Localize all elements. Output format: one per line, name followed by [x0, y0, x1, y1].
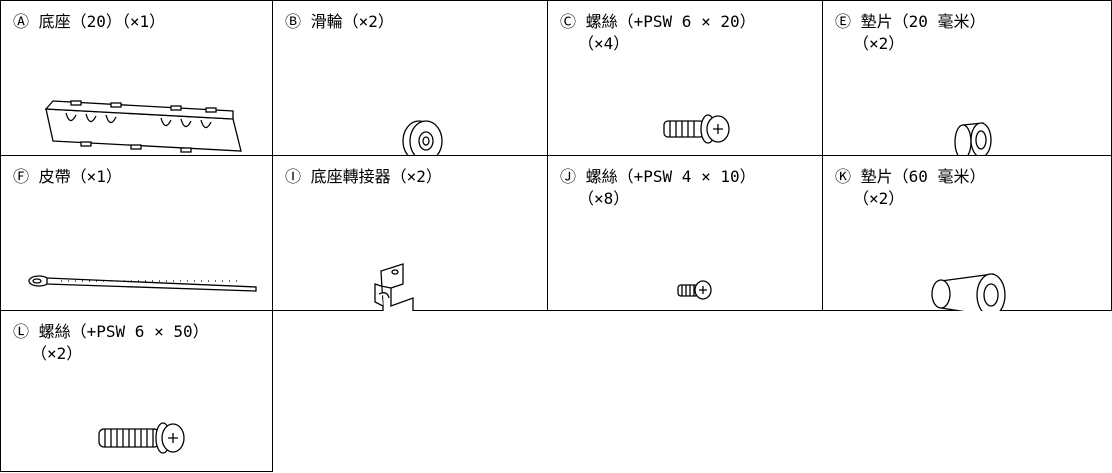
label-line: Ⓛ 螺絲（+PSW 6 × 50） — [13, 322, 209, 341]
part-icon — [28, 275, 257, 292]
part-label: Ⓒ 螺絲（+PSW 6 × 20） （×4） — [560, 11, 756, 55]
label-line: Ⓕ 皮帶（×1） — [13, 167, 122, 186]
label-line: （×2） — [31, 344, 83, 363]
part-cell: Ⓐ 底座（20）（×1） — [0, 0, 273, 156]
part-icon — [954, 122, 992, 156]
part-cell: Ⓛ 螺絲（+PSW 6 × 50） （×2） — [0, 310, 273, 472]
part-icon — [677, 280, 712, 300]
label-line: Ⓐ 底座（20）（×1） — [13, 12, 166, 31]
part-label: Ⓕ 皮帶（×1） — [13, 166, 122, 188]
part-cell: Ⓚ 墊片（60 毫米） （×2） — [822, 155, 1112, 311]
part-label: Ⓛ 螺絲（+PSW 6 × 50） （×2） — [13, 321, 209, 365]
part-icon — [44, 100, 242, 153]
part-icon — [663, 114, 730, 144]
part-icon — [98, 422, 185, 454]
label-line: Ⓚ 墊片（60 毫米） — [835, 167, 986, 186]
part-label: Ⓚ 墊片（60 毫米） （×2） — [835, 166, 986, 210]
label-line: Ⓔ 墊片（20 毫米） — [835, 12, 986, 31]
label-line: Ⓒ 螺絲（+PSW 6 × 20） — [560, 12, 756, 31]
part-cell: Ⓘ 底座轉接器（×2） — [272, 155, 548, 311]
label-line: （×8） — [578, 189, 630, 208]
label-line: （×2） — [853, 189, 905, 208]
part-label: Ⓘ 底座轉接器（×2） — [285, 166, 442, 188]
part-icon — [931, 273, 1006, 311]
part-label: Ⓙ 螺絲（+PSW 4 × 10） （×8） — [560, 166, 756, 210]
label-line: （×2） — [853, 34, 905, 53]
part-cell: Ⓙ 螺絲（+PSW 4 × 10） （×8） — [547, 155, 823, 311]
part-icon — [402, 120, 443, 156]
part-label: Ⓔ 墊片（20 毫米） （×2） — [835, 11, 986, 55]
part-label: Ⓑ 滑輪（×2） — [285, 11, 394, 33]
part-cell: Ⓔ 墊片（20 毫米） （×2） — [822, 0, 1112, 156]
label-line: Ⓙ 螺絲（+PSW 4 × 10） — [560, 167, 756, 186]
part-cell: Ⓒ 螺絲（+PSW 6 × 20） （×4） — [547, 0, 823, 156]
label-line: Ⓘ 底座轉接器（×2） — [285, 167, 442, 186]
part-label: Ⓐ 底座（20）（×1） — [13, 11, 165, 33]
part-cell: Ⓕ 皮帶（×1） — [0, 155, 273, 311]
label-line: Ⓑ 滑輪（×2） — [285, 12, 394, 31]
part-cell: Ⓑ 滑輪（×2） — [272, 0, 548, 156]
label-line: （×4） — [578, 34, 630, 53]
part-icon — [374, 263, 414, 311]
